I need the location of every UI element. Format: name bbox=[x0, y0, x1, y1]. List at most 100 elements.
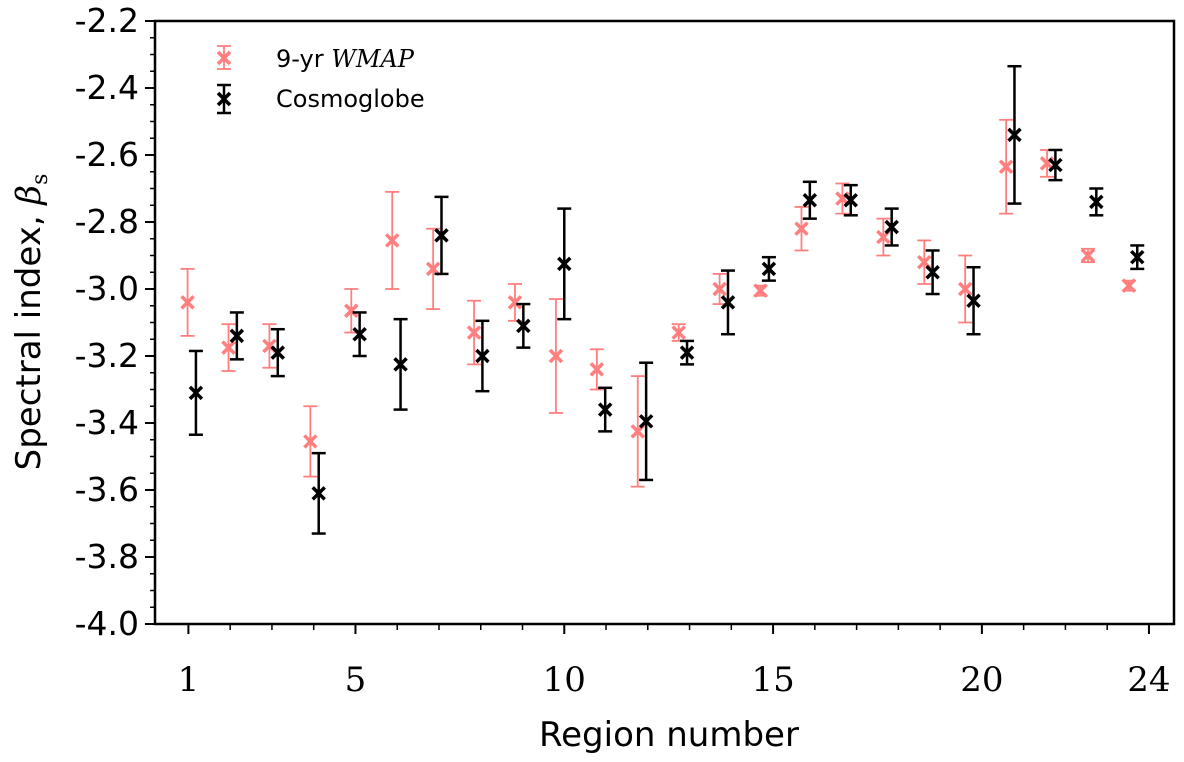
y-tick-label: -3.6 bbox=[75, 470, 139, 509]
x-marker-stroke bbox=[311, 486, 326, 501]
y-axis-label-text: Spectral index, bbox=[9, 215, 49, 470]
wmap-point bbox=[671, 323, 686, 342]
x-marker-stroke bbox=[384, 233, 400, 248]
plot-frame bbox=[153, 19, 1176, 626]
y-tick-label: -3.2 bbox=[75, 336, 139, 375]
x-marker-stroke bbox=[1121, 278, 1137, 293]
cosmoglobe-point bbox=[393, 317, 408, 411]
x-marker-stroke bbox=[671, 325, 686, 340]
legend-label-wmap-prefix: 9-yr bbox=[276, 45, 324, 73]
series-cosmoglobe bbox=[188, 64, 1145, 535]
x-marker-stroke bbox=[1080, 248, 1096, 263]
wmap-point bbox=[1080, 247, 1096, 264]
legend: 9-yr WMAP Cosmoglobe bbox=[216, 45, 425, 115]
x-marker-stroke bbox=[679, 345, 695, 360]
x-marker-stroke bbox=[802, 192, 818, 208]
x-marker-stroke bbox=[998, 159, 1014, 174]
legend-errorbar-cosmoglobe bbox=[216, 83, 232, 115]
x-tick-label: 5 bbox=[345, 660, 367, 700]
legend-label-wmap: 9-yr WMAP bbox=[276, 45, 415, 73]
cosmoglobe-point bbox=[434, 195, 449, 276]
y-tick-label: -4.0 bbox=[75, 604, 139, 643]
cosmoglobe-point bbox=[884, 207, 899, 247]
x-marker-stroke bbox=[589, 362, 605, 377]
cosmoglobe-point bbox=[352, 311, 367, 358]
x-marker-stroke bbox=[917, 254, 932, 270]
x-tick-label: 15 bbox=[751, 660, 794, 700]
cosmoglobe-point bbox=[843, 183, 858, 217]
x-marker-stroke bbox=[712, 281, 727, 297]
x-marker-stroke bbox=[425, 261, 441, 277]
axis-ticks: -4.0 -3.8 -3.6 -3.4 -3.2 -3.0 -2.8 -2.6 -2.4 -2.2… bbox=[75, 1, 1171, 700]
data-marks bbox=[180, 64, 1145, 535]
wmap-point bbox=[180, 267, 195, 337]
x-marker-stroke bbox=[794, 221, 809, 236]
wmap-point bbox=[221, 323, 236, 372]
legend-label-wmap-math: WMAP bbox=[331, 45, 415, 73]
y-axis-label-symbol: β bbox=[9, 185, 49, 207]
x-marker-stroke bbox=[925, 265, 940, 280]
wmap-point bbox=[917, 239, 932, 285]
cosmoglobe-point bbox=[761, 255, 777, 282]
x-marker-stroke bbox=[229, 328, 245, 344]
x-marker-stroke bbox=[557, 256, 572, 272]
x-marker-stroke bbox=[597, 402, 613, 417]
cosmoglobe-point bbox=[475, 319, 490, 393]
x-marker-stroke bbox=[434, 228, 449, 243]
x-marker-stroke bbox=[352, 326, 367, 342]
cosmoglobe-point bbox=[638, 361, 654, 482]
y-tick-label: -3.0 bbox=[75, 269, 139, 308]
cosmoglobe-point bbox=[311, 451, 326, 535]
x-marker-stroke bbox=[344, 303, 359, 319]
x-tick-label: 20 bbox=[960, 660, 1003, 700]
cosmoglobe-point bbox=[229, 311, 245, 361]
wmap-point bbox=[507, 283, 523, 322]
series-wmap bbox=[180, 118, 1137, 488]
y-axis-label: Spectral index, βs bbox=[9, 174, 53, 471]
wmap-point bbox=[384, 190, 400, 290]
cosmoglobe-point bbox=[597, 386, 613, 433]
y-tick-label: -3.4 bbox=[75, 403, 139, 442]
wmap-point bbox=[753, 283, 768, 298]
wmap-point bbox=[998, 118, 1014, 215]
cosmoglobe-point bbox=[557, 207, 572, 321]
x-tick-label: 24 bbox=[1127, 660, 1170, 700]
legend-marker-wmap bbox=[216, 45, 232, 70]
x-marker-stroke bbox=[720, 295, 736, 310]
x-marker-stroke bbox=[1048, 157, 1063, 173]
x-marker-stroke bbox=[516, 318, 531, 334]
y-tick-label: -3.8 bbox=[75, 537, 139, 576]
cosmoglobe-point bbox=[925, 249, 940, 296]
wmap-point bbox=[589, 348, 605, 391]
legend-marker-cosmoglobe bbox=[216, 83, 232, 115]
y-axis-label-subscript: s bbox=[28, 174, 53, 185]
x-marker-stroke bbox=[262, 338, 277, 354]
wmap-point bbox=[303, 405, 318, 478]
wmap-point bbox=[1121, 278, 1137, 293]
x-marker-stroke bbox=[216, 50, 232, 66]
y-tick-label: -2.6 bbox=[75, 135, 139, 174]
x-marker-stroke bbox=[761, 261, 777, 277]
cosmoglobe-point bbox=[1089, 187, 1104, 217]
wmap-point bbox=[712, 273, 727, 305]
x-marker-stroke bbox=[216, 91, 232, 107]
x-marker-stroke bbox=[1130, 249, 1145, 265]
wmap-point bbox=[466, 299, 482, 366]
x-marker-stroke bbox=[957, 281, 973, 297]
cosmoglobe-point bbox=[679, 339, 695, 366]
x-tick-label: 1 bbox=[178, 660, 200, 700]
legend-errorbar-wmap bbox=[216, 45, 232, 70]
x-marker-stroke bbox=[753, 283, 768, 298]
x-marker-stroke bbox=[270, 345, 286, 360]
x-marker-stroke bbox=[1007, 127, 1022, 143]
legend-label-cosmoglobe: Cosmoglobe bbox=[276, 85, 425, 113]
cosmoglobe-point bbox=[1048, 148, 1063, 182]
wmap-point bbox=[262, 323, 277, 369]
wmap-point bbox=[548, 298, 564, 414]
x-marker-stroke bbox=[638, 414, 654, 429]
x-marker-stroke bbox=[303, 434, 318, 449]
wmap-point bbox=[794, 206, 809, 252]
x-marker-stroke bbox=[507, 295, 523, 310]
y-tick-label: -2.4 bbox=[75, 68, 139, 107]
